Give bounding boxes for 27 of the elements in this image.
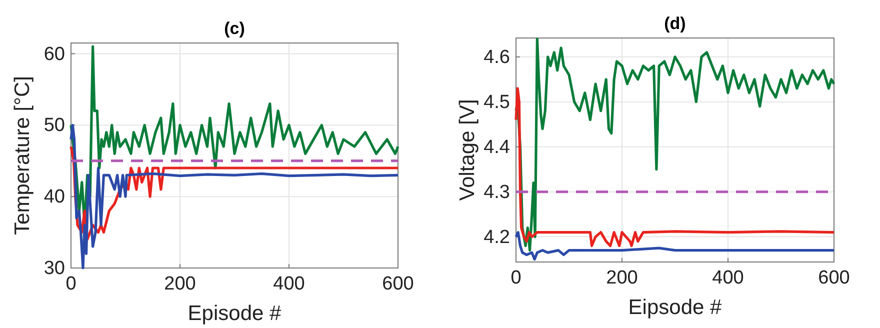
- y-tick-label: 4.2: [484, 226, 510, 248]
- x-tick-label: 400: [273, 273, 305, 294]
- line-series: [514, 38, 836, 252]
- x-tick-label: 400: [712, 267, 744, 288]
- y-tick-label: 60: [44, 44, 65, 65]
- x-axis-title: Episode #: [188, 302, 282, 325]
- y-tick-label: 40: [44, 186, 65, 208]
- y-tick-label: 4.6: [484, 46, 510, 68]
- x-axis-title: Eipsode #: [628, 296, 722, 319]
- chart-title: (d): [664, 14, 686, 33]
- y-axis-title: Temperature [°C]: [11, 76, 34, 235]
- line-series: [514, 231, 836, 261]
- y-tick-label: 4.5: [484, 92, 510, 113]
- x-tick-label: 200: [606, 267, 638, 288]
- y-tick-label: 30: [44, 258, 65, 280]
- line-series: [70, 124, 400, 270]
- line-series: [514, 87, 836, 248]
- y-tick-label: 4.4: [484, 136, 510, 158]
- x-tick-label: 200: [164, 273, 196, 294]
- x-tick-label: 0: [510, 267, 522, 288]
- x-tick-label: 0: [66, 273, 76, 294]
- y-axis-title: Voltage [V]: [456, 99, 479, 201]
- x-tick-label: 600: [818, 267, 850, 288]
- chart-title: (c): [224, 19, 245, 38]
- x-tick-label: 600: [382, 273, 414, 294]
- y-tick-label: 50: [44, 115, 65, 136]
- y-tick-label: 4.3: [484, 182, 510, 203]
